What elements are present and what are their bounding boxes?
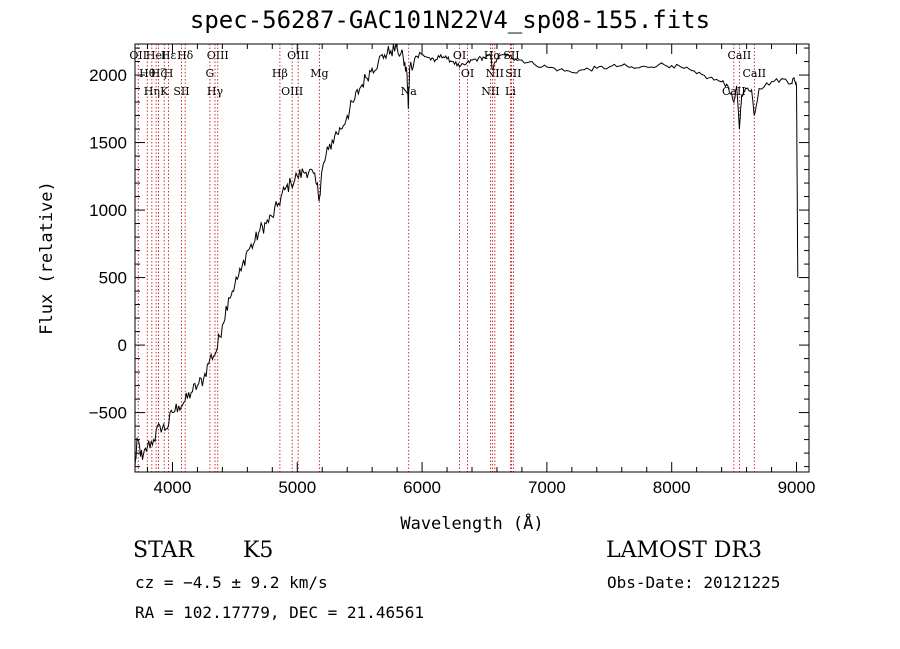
marker-label: Hε bbox=[161, 49, 177, 62]
marker-label: Mg bbox=[310, 67, 328, 80]
marker-label: H bbox=[164, 67, 174, 80]
survey-name: LAMOST DR3 bbox=[606, 538, 762, 563]
ra-dec-coordinates: RA = 102.17779, DEC = 21.46561 bbox=[135, 603, 424, 622]
obs-date: Obs-Date: 20121225 bbox=[607, 573, 781, 592]
marker-label: NII bbox=[486, 67, 504, 80]
marker-label: OII bbox=[129, 49, 147, 62]
marker-label: OI bbox=[453, 49, 466, 62]
x-tick-label: 8000 bbox=[653, 478, 691, 497]
marker-label: G bbox=[205, 67, 214, 80]
marker-label: SII bbox=[173, 85, 189, 98]
axis-ticks: 4000 5000 6000 7000 8000 9000 −500 0 500 1000 1500… bbox=[89, 44, 816, 497]
marker-label: SII bbox=[505, 67, 521, 80]
spectral-line-labels: OIIHθHηHeIHζKHεHSIIHδGHγOIIIHβOIIIOIIIMg… bbox=[129, 49, 766, 98]
spectrum-series-line bbox=[134, 43, 799, 467]
x-tick-label: 9000 bbox=[778, 478, 816, 497]
y-tick-label: 2000 bbox=[89, 66, 127, 85]
object-class: STAR bbox=[133, 538, 194, 563]
marker-label: Hζ bbox=[151, 67, 167, 80]
x-tick-label: 6000 bbox=[403, 478, 441, 497]
marker-label: NII bbox=[481, 85, 499, 98]
y-axis-label: Flux (relative) bbox=[37, 181, 57, 335]
x-tick-label: 7000 bbox=[528, 478, 566, 497]
marker-label: Hβ bbox=[272, 67, 288, 80]
x-axis-label: Wavelength (Å) bbox=[400, 512, 543, 534]
marker-label: CaII bbox=[742, 67, 766, 80]
marker-label: OIII bbox=[281, 85, 303, 98]
plot-frame bbox=[134, 43, 810, 473]
chart-title: spec-56287-GAC101N22V4_sp08-155.fits bbox=[189, 6, 711, 34]
marker-label: Hγ bbox=[207, 85, 224, 98]
y-tick-label: 1500 bbox=[89, 134, 127, 153]
y-tick-label: 1000 bbox=[89, 201, 127, 220]
y-tick-label: 0 bbox=[118, 336, 127, 355]
marker-label: Hδ bbox=[177, 49, 194, 62]
marker-label: CaII bbox=[722, 85, 746, 98]
marker-label: OIII bbox=[207, 49, 229, 62]
redshift-readout: cz = −4.5 ± 9.2 km/s bbox=[135, 573, 328, 592]
x-tick-label: 4000 bbox=[154, 478, 192, 497]
marker-label: Li bbox=[505, 85, 516, 98]
spectral-subclass: K5 bbox=[243, 538, 274, 563]
marker-label: OI bbox=[461, 67, 474, 80]
x-tick-label: 5000 bbox=[278, 478, 316, 497]
marker-label: CaII bbox=[728, 49, 752, 62]
marker-label: OIII bbox=[287, 49, 309, 62]
y-tick-label: 500 bbox=[99, 269, 127, 288]
marker-label: K bbox=[160, 85, 169, 98]
y-tick-label: −500 bbox=[89, 404, 127, 423]
marker-label: Hη bbox=[144, 85, 160, 98]
marker-label: HeI bbox=[146, 49, 166, 62]
marker-label: Hθ bbox=[139, 67, 156, 80]
spectral-line-markers bbox=[137, 44, 755, 472]
